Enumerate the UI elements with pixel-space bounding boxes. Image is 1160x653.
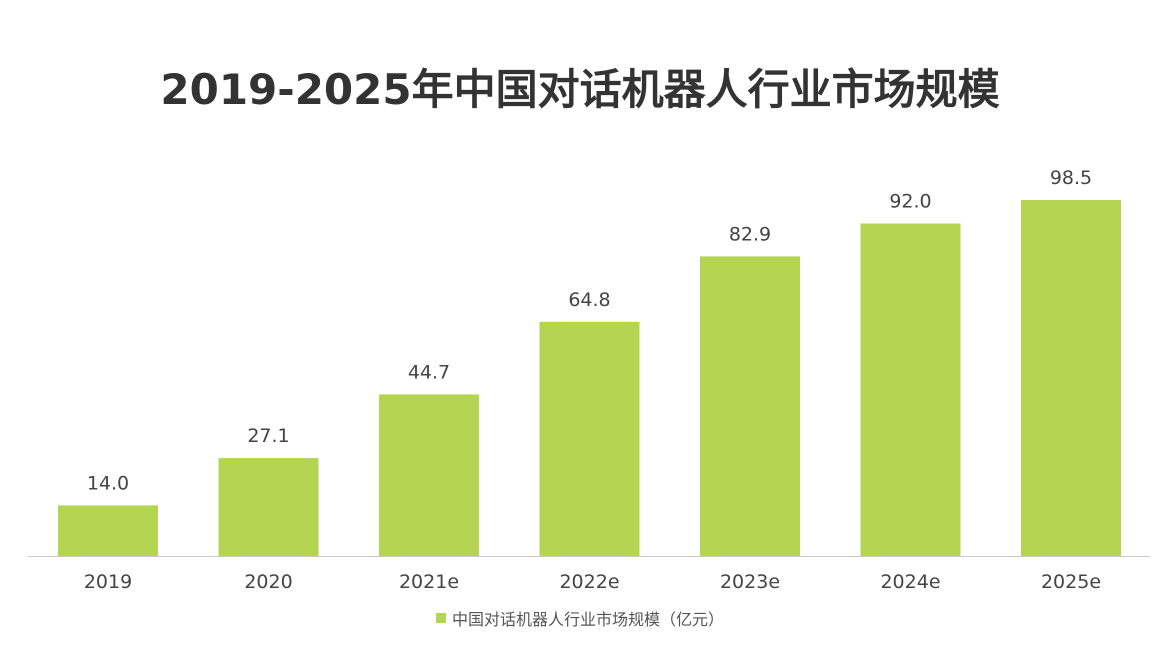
bar-2021e xyxy=(379,394,479,556)
value-label-2019: 14.0 xyxy=(87,472,129,494)
bar-2019 xyxy=(58,505,158,556)
x-tick-label-2022e: 2022e xyxy=(559,571,619,593)
x-tick-label-2021e: 2021e xyxy=(399,571,459,593)
x-tick-label-2024e: 2024e xyxy=(880,571,940,593)
x-tick-label-2019: 2019 xyxy=(84,571,132,593)
x-tick-label-2025e: 2025e xyxy=(1041,571,1101,593)
legend-label: 中国对话机器人行业市场规模（亿元） xyxy=(451,610,724,629)
value-label-2020: 27.1 xyxy=(247,425,289,447)
value-label-2023e: 82.9 xyxy=(729,223,771,245)
bar-2023e xyxy=(700,256,800,556)
bar-2022e xyxy=(539,321,640,556)
value-label-2021e: 44.7 xyxy=(408,361,450,383)
legend-swatch xyxy=(435,613,446,623)
x-tick-label-2023e: 2023e xyxy=(720,571,780,593)
bar-2025e xyxy=(1021,200,1121,556)
chart-title: 2019-2025年中国对话机器人行业市场规模 xyxy=(160,65,1000,114)
value-label-2025e: 98.5 xyxy=(1050,167,1092,189)
x-axis-ticks-layer: 2019 2020 2021e 2022e 2023e 2024e 2025e xyxy=(84,571,1101,593)
x-tick-label-2020: 2020 xyxy=(244,571,292,593)
value-label-2022e: 64.8 xyxy=(568,289,610,311)
bar-2024e xyxy=(860,223,961,556)
bars-layer xyxy=(58,200,1121,556)
legend: 中国对话机器人行业市场规模（亿元） xyxy=(0,606,1160,630)
value-label-2024e: 92.0 xyxy=(889,191,931,213)
value-labels-layer: 14.0 27.1 44.7 64.8 82.9 92.0 98.5 xyxy=(87,167,1092,494)
bar-2020 xyxy=(218,458,319,556)
